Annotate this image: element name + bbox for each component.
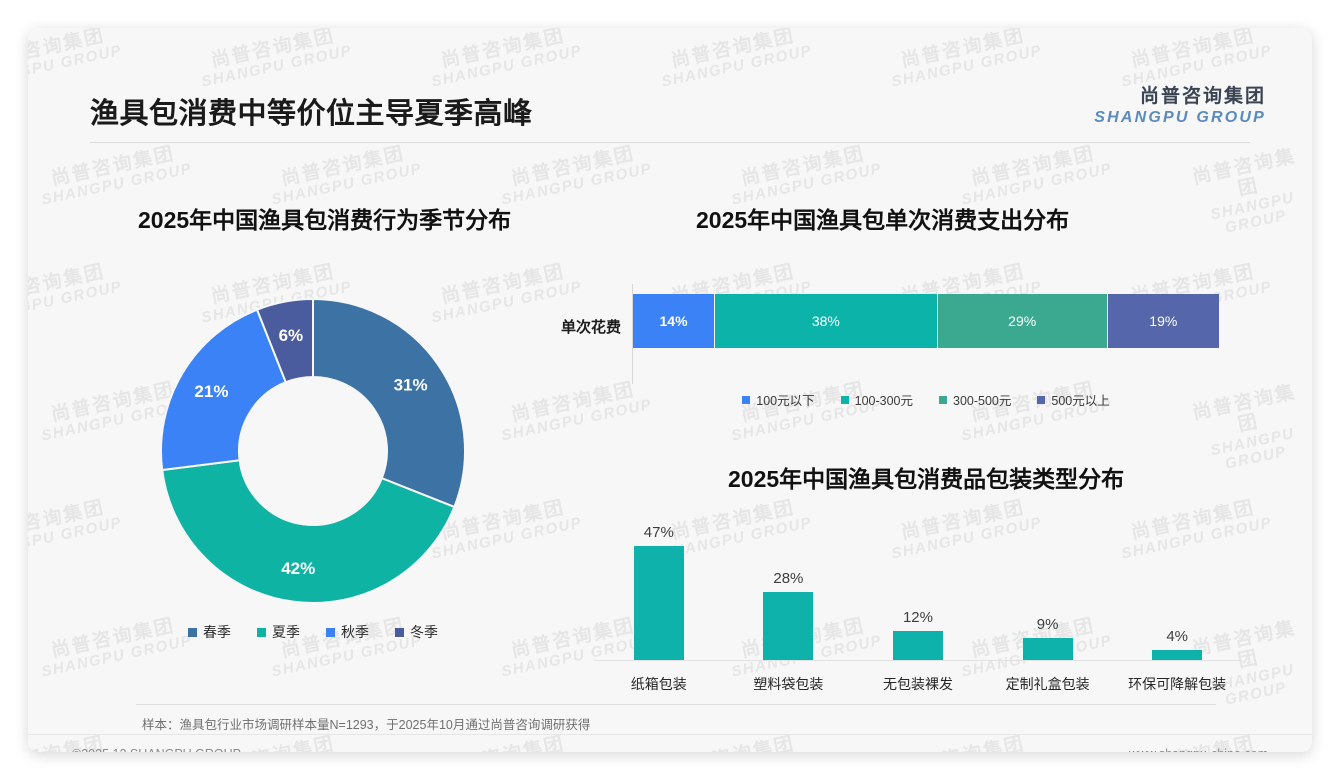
- bar-category-label: 定制礼盒包装: [1005, 676, 1090, 692]
- donut-chart-svg: 31% 42% 21% 6%: [160, 297, 466, 604]
- stacked-bar-legend: 100元以下 100-300元 300-500元 500元以上: [632, 390, 1220, 409]
- legend-item[interactable]: 100-300元: [840, 390, 913, 409]
- bar-column[interactable]: 4%: [1112, 508, 1242, 660]
- stacked-bar-segment[interactable]: 19%: [1107, 294, 1219, 348]
- legend-label: 夏季: [272, 624, 300, 640]
- slide-card: 尚普咨询集团 SHANGPU GROUP 尚普咨询集团 SHANGPU GROUP 尚普…: [28, 28, 1312, 752]
- bar-rect[interactable]: [1022, 638, 1073, 660]
- legend-item[interactable]: 春季: [188, 622, 231, 642]
- stacked-bar-track: 14% 38% 29% 19%: [633, 294, 1219, 348]
- header-divider: [90, 142, 1250, 143]
- donut-chart-title: 2025年中国渔具包消费行为季节分布: [138, 207, 512, 233]
- bar-rect[interactable]: [763, 592, 814, 660]
- bar-chart-plot-area: 47% 28% 12% 9% 4%: [594, 508, 1242, 660]
- legend-item[interactable]: 秋季: [326, 622, 369, 642]
- bar-rect[interactable]: [892, 631, 943, 660]
- legend-swatch: [742, 395, 751, 404]
- legend-swatch: [188, 627, 197, 637]
- footer-divider: [28, 734, 1312, 735]
- bar-category-label: 环保可降解包装: [1128, 676, 1227, 692]
- page-title: 渔具包消费中等价位主导夏季高峰: [90, 98, 533, 130]
- donut-slice-label: 42%: [281, 559, 315, 578]
- legend-item[interactable]: 冬季: [395, 622, 438, 642]
- legend-item[interactable]: 500元以上: [1037, 390, 1110, 409]
- bar-category-label: 塑料袋包装: [753, 676, 824, 692]
- stacked-bar-segment[interactable]: 29%: [937, 294, 1108, 348]
- stacked-bar-axis-line: [632, 284, 633, 384]
- footer-website: www.shangpu-china.com: [1129, 747, 1268, 752]
- legend-swatch: [257, 627, 266, 637]
- legend-swatch: [840, 395, 849, 404]
- legend-label: 冬季: [410, 624, 438, 640]
- bar-column[interactable]: 9%: [983, 508, 1113, 660]
- bar-column[interactable]: 28%: [724, 508, 854, 660]
- legend-swatch: [395, 627, 404, 637]
- donut-chart: 31% 42% 21% 6%: [148, 286, 478, 616]
- bar-chart: 47% 28% 12% 9% 4% 纸箱包装 塑料袋包装 无包装裸发 定制礼盒包装 环保可降解包…: [594, 508, 1242, 708]
- donut-slice-label: 31%: [394, 376, 428, 395]
- legend-label: 秋季: [341, 624, 369, 640]
- donut-slice-label: 21%: [194, 382, 228, 401]
- donut-legend: 春季 夏季 秋季 冬季: [148, 622, 478, 642]
- brand-logo: 尚普咨询集团 SHANGPU GROUP: [1094, 86, 1266, 127]
- bar-value-label: 9%: [1036, 616, 1059, 633]
- legend-item[interactable]: 100元以下: [742, 390, 815, 409]
- bar-column[interactable]: 12%: [853, 508, 983, 660]
- legend-item[interactable]: 夏季: [257, 622, 300, 642]
- legend-label: 100元以下: [756, 394, 815, 408]
- brand-logo-cn: 尚普咨询集团: [1139, 86, 1266, 107]
- bar-value-label: 12%: [902, 609, 933, 626]
- footer-copyright: ©2025.12 SHANGPU GROUP: [72, 747, 241, 752]
- bar-value-label: 28%: [773, 570, 804, 587]
- stacked-bar-category-label: 单次花费: [560, 319, 621, 336]
- footnote-text: 样本：渔具包行业市场调研样本量N=1293，于2025年10月通过尚普咨询调研获…: [142, 718, 591, 732]
- bar-category-label: 纸箱包装: [630, 676, 687, 692]
- legend-label: 100-300元: [854, 394, 913, 408]
- bar-rect[interactable]: [1152, 650, 1203, 660]
- stacked-bar-segment[interactable]: 38%: [715, 294, 938, 348]
- bar-chart-baseline: [594, 660, 1242, 661]
- donut-slice-label: 6%: [279, 326, 304, 345]
- bar-chart-title: 2025年中国渔具包消费品包装类型分布: [728, 466, 1125, 492]
- footnote-divider: [136, 704, 1216, 705]
- stacked-bar-chart-title: 2025年中国渔具包单次消费支出分布: [696, 207, 1070, 233]
- brand-logo-en: SHANGPU GROUP: [1094, 108, 1266, 126]
- bar-rect[interactable]: [633, 546, 684, 660]
- bar-chart-category-axis: 纸箱包装 塑料袋包装 无包装裸发 定制礼盒包装 环保可降解包装: [594, 674, 1242, 694]
- legend-label: 300-500元: [953, 394, 1012, 408]
- bar-value-label: 4%: [1166, 628, 1189, 645]
- legend-item[interactable]: 300-500元: [939, 390, 1011, 409]
- stacked-bar-segment[interactable]: 14%: [633, 294, 716, 348]
- bar-category-label: 无包装裸发: [882, 676, 953, 692]
- donut-hole: [239, 377, 387, 525]
- legend-swatch: [326, 627, 335, 637]
- bar-value-label: 47%: [643, 524, 674, 541]
- bar-column[interactable]: 47%: [594, 508, 724, 660]
- legend-swatch: [939, 395, 947, 404]
- legend-label: 500元以上: [1051, 394, 1110, 408]
- legend-label: 春季: [203, 624, 231, 640]
- stacked-bar-chart: 单次花费 14% 38% 29% 19%: [523, 284, 1223, 384]
- slide-header: 渔具包消费中等价位主导夏季高峰 尚普咨询集团 SHANGPU GROUP: [28, 28, 1312, 130]
- legend-swatch: [1037, 395, 1046, 404]
